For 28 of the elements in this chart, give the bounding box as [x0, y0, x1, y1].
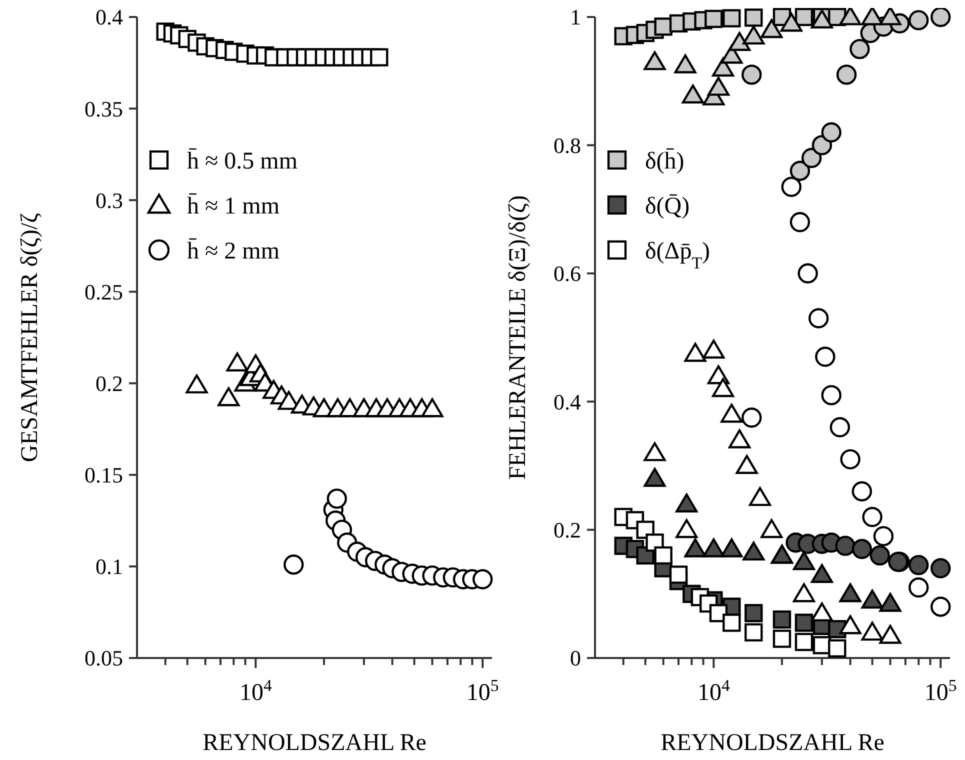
y-tick-label: 0.35	[84, 96, 123, 122]
y-axis-title: FEHLERANTEILE δ(Ξ)/δ(ζ)	[505, 195, 531, 480]
x-tick-label: 10$^{5}$	[924, 676, 957, 706]
y-tick-label: 0.25	[84, 279, 123, 304]
x-axis-title: REYNOLDSZAHL Re	[202, 730, 426, 756]
y-tick-label: 0	[570, 646, 581, 671]
x-tick-label: 10$^{4}$	[697, 676, 730, 706]
y-tick-label: 0.4	[96, 4, 123, 30]
y-axis-title: GESAMTFEHLER δ(ζ)/ζ	[17, 212, 43, 462]
y-tick-label: 0.6	[554, 261, 581, 286]
y-tick-label: 0.05	[84, 646, 123, 671]
x-tick-label: 10$^{5}$	[466, 676, 499, 706]
y-tick-label: 1	[570, 4, 581, 30]
x-tick-label: 10$^{4}$	[239, 676, 272, 706]
y-tick-label: 0.2	[554, 518, 581, 542]
x-axis-title: REYNOLDSZAHL Re	[660, 730, 884, 756]
y-tick-label: 0.4	[554, 389, 581, 414]
legend-label: δ(Δp̄$_{T}$)	[645, 238, 710, 272]
y-tick-label: 0.15	[84, 462, 123, 488]
y-tick-label: 0.8	[554, 132, 581, 158]
legend-label: δ(Q̄)	[645, 193, 690, 220]
legend-label: h̄ ≈ 1 mm	[187, 193, 280, 220]
legend-label: h̄ ≈ 0.5 mm	[187, 148, 298, 174]
y-tick-label: 0.3	[96, 188, 123, 213]
legend-label: δ(h̄)	[645, 148, 684, 174]
legend-label: h̄ ≈ 2 mm	[187, 238, 280, 264]
y-tick-label: 0.2	[96, 370, 123, 396]
y-tick-label: 0.1	[96, 554, 123, 580]
